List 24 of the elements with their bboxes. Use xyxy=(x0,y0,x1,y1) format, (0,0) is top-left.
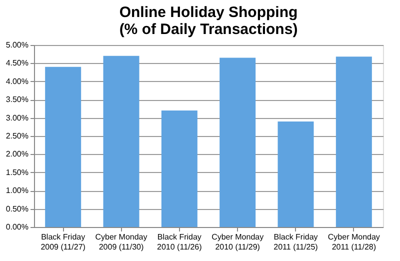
y-tick-label: 1.00% xyxy=(6,186,28,196)
x-tick-label: Black Friday 2010 (11/26) xyxy=(157,232,202,252)
x-tick-label: Black Friday 2009 (11/27) xyxy=(40,232,86,252)
y-tick-label: 4.00% xyxy=(6,76,28,86)
chart-title: Online Holiday Shopping (% of Daily Transactions) xyxy=(119,4,298,38)
y-tick-label: 3.50% xyxy=(6,95,28,104)
y-tick-label: 2.00% xyxy=(6,150,28,159)
y-tick-label: 0.50% xyxy=(6,204,28,214)
x-tick-label: Cyber Monday 2010 (11/29) xyxy=(212,232,264,252)
y-tick-label: 0.00% xyxy=(6,222,28,232)
bar xyxy=(45,66,82,227)
bar xyxy=(161,110,198,227)
bar xyxy=(103,56,140,227)
y-tick-label: 4.50% xyxy=(6,58,28,68)
y-tick-label: 5.00% xyxy=(6,40,28,50)
bar xyxy=(336,56,372,227)
bar xyxy=(278,121,314,227)
y-tick-label: 1.50% xyxy=(6,168,28,177)
y-tick-label: 2.50% xyxy=(6,132,28,140)
x-tick-label: Black Friday 2011 (11/25) xyxy=(274,232,318,252)
y-tick-label: 3.00% xyxy=(6,113,28,122)
x-tick-label: Cyber Monday 2011 (11/28) xyxy=(328,232,380,252)
x-tick-label: Cyber Monday 2009 (11/30) xyxy=(95,232,148,252)
bar xyxy=(220,58,256,227)
